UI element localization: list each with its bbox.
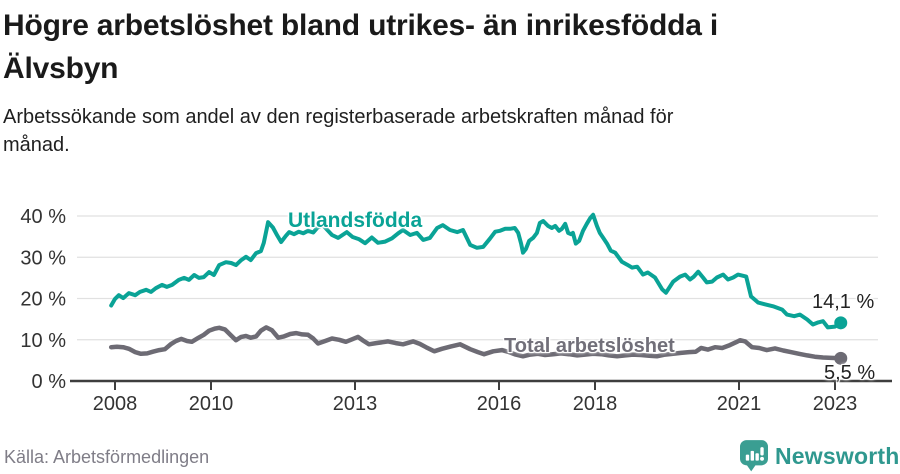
source-attribution: Källa: Arbetsförmedlingen bbox=[4, 447, 210, 467]
x-tick-label: 2023 bbox=[813, 393, 858, 415]
x-tick-label: 2021 bbox=[717, 393, 762, 415]
end-value-label-total: 5,5 % bbox=[824, 362, 876, 384]
series-line bbox=[109, 212, 843, 330]
x-tick-label: 2008 bbox=[93, 393, 138, 415]
series-end-dot bbox=[834, 351, 848, 365]
subtitle-line-1: Arbetssökande som andel av den registerb… bbox=[3, 106, 674, 128]
y-tick-label: 40 % bbox=[20, 206, 66, 228]
subtitle-line-2: månad. bbox=[3, 134, 70, 156]
series-end-dot bbox=[834, 316, 848, 330]
newsworthy-logo: Newsworthy bbox=[740, 440, 900, 472]
x-tick-label: 2010 bbox=[189, 393, 234, 415]
chart-subtitle: Arbetssökande som andel av den registerb… bbox=[3, 103, 673, 159]
title-line-1: Högre arbetslöshet bland utrikes- än inr… bbox=[3, 9, 718, 42]
y-tick-label: 10 % bbox=[20, 330, 66, 352]
newsworthy-icon bbox=[740, 440, 768, 472]
y-tick-label: 0 % bbox=[32, 371, 67, 393]
page-title: Högre arbetslöshet bland utrikes- än inr… bbox=[3, 4, 718, 90]
x-tick-label: 2013 bbox=[333, 393, 378, 415]
newsworthy-wordmark: Newsworthy bbox=[775, 442, 900, 469]
y-tick-label: 30 % bbox=[20, 247, 66, 269]
series-label-total-arbetsloshet: Total arbetslöshet bbox=[504, 335, 675, 357]
x-tick-label: 2016 bbox=[477, 393, 522, 415]
y-tick-label: 20 % bbox=[20, 289, 66, 311]
end-value-label-utlandsfodda: 14,1 % bbox=[812, 291, 875, 313]
series-label-utlandsfodda: Utlandsfödda bbox=[288, 209, 423, 232]
series-line bbox=[108, 325, 844, 361]
title-line-2: Älvsbyn bbox=[3, 52, 119, 85]
x-tick-label: 2018 bbox=[573, 393, 618, 415]
